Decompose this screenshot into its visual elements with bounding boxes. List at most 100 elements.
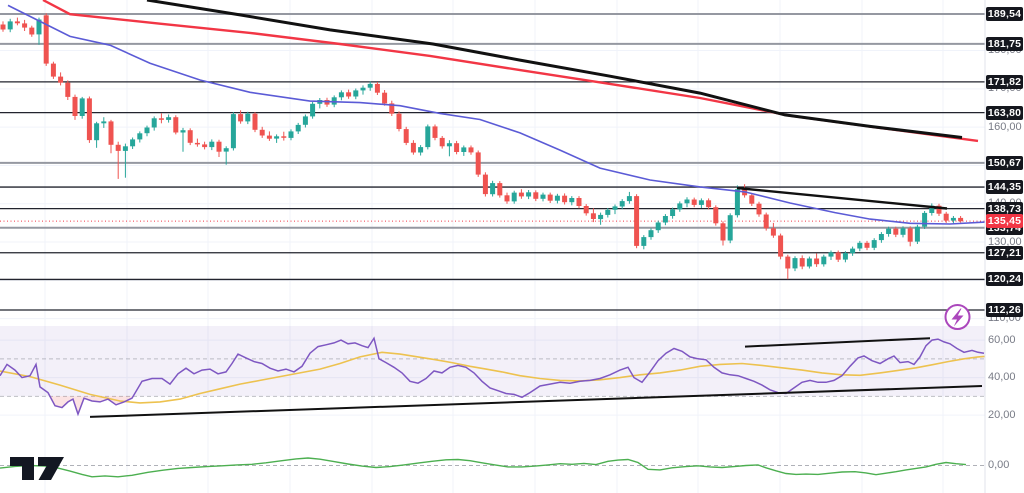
candle [706, 198, 712, 210]
rsi-signal-line [0, 351, 986, 404]
candle [576, 196, 582, 209]
candle [590, 208, 596, 223]
candle [410, 140, 416, 155]
candle [65, 80, 71, 100]
candle [418, 145, 424, 156]
candle [180, 127, 186, 152]
candle [943, 211, 949, 223]
candle [274, 134, 280, 143]
candle [641, 235, 647, 250]
candle [691, 197, 697, 208]
candle [338, 90, 344, 101]
candle [439, 136, 445, 149]
candle [288, 129, 294, 141]
candle [922, 211, 928, 229]
candle [547, 192, 553, 203]
candle [598, 212, 604, 225]
candle [389, 100, 395, 116]
candle [158, 113, 164, 124]
candle [58, 72, 64, 86]
candle [346, 89, 352, 99]
candle [677, 201, 683, 212]
candle [490, 180, 496, 197]
candle [94, 121, 100, 148]
candle [929, 203, 935, 216]
candle [900, 226, 906, 238]
candle [763, 212, 769, 231]
candle [713, 205, 719, 226]
candle [778, 233, 784, 260]
candle [245, 111, 251, 125]
candle [482, 172, 488, 197]
candle [209, 139, 215, 151]
candle [857, 240, 863, 252]
candle [497, 181, 503, 198]
candle [886, 226, 892, 237]
candle [814, 253, 820, 267]
candle [360, 85, 366, 95]
candle [86, 96, 92, 143]
candle [662, 214, 668, 226]
candle [446, 140, 452, 157]
candle [756, 201, 762, 217]
candle [223, 146, 229, 165]
lower-indicator-line [0, 457, 967, 478]
candle [562, 193, 568, 205]
candle [526, 190, 532, 200]
candle [29, 25, 35, 37]
candle [720, 221, 726, 246]
candle [936, 203, 942, 216]
candle [612, 204, 618, 215]
candle [554, 193, 560, 204]
candle [785, 254, 791, 280]
candle [684, 197, 690, 208]
candle [79, 96, 85, 119]
candle [137, 131, 143, 143]
candle [605, 208, 611, 218]
candle [749, 193, 755, 206]
candle [914, 224, 920, 244]
trendline-price [736, 186, 948, 210]
candle [50, 61, 56, 79]
tradingview-logo[interactable] [10, 457, 64, 480]
candle [799, 255, 805, 270]
candle [878, 232, 884, 243]
candle [166, 114, 172, 123]
candle [115, 141, 121, 179]
candle [518, 189, 524, 199]
candle [835, 250, 841, 262]
candle [806, 256, 812, 269]
candle [461, 145, 467, 156]
candle [850, 246, 856, 256]
candle [626, 191, 632, 204]
candle [533, 190, 539, 202]
candle [511, 190, 517, 204]
candle [619, 199, 625, 210]
candle [950, 216, 956, 224]
candle [396, 111, 402, 132]
candle [727, 213, 733, 244]
candle [230, 112, 236, 151]
candle [202, 141, 208, 150]
candle [907, 226, 913, 247]
candle [22, 19, 28, 31]
candle [828, 250, 834, 260]
candle [770, 222, 776, 238]
candle [216, 139, 222, 157]
candle [266, 131, 272, 141]
candle [655, 220, 661, 233]
lightning-icon[interactable] [944, 304, 971, 330]
trendline-rsi [744, 337, 931, 348]
candle [295, 122, 301, 134]
candle [194, 138, 200, 147]
candle [151, 116, 157, 131]
candle [302, 114, 308, 128]
candle [670, 207, 676, 219]
candle [374, 82, 380, 95]
candle [403, 126, 409, 146]
rsi-oversold-fill [50, 396, 134, 415]
moving-average-red [42, 0, 979, 143]
candle [259, 126, 265, 138]
